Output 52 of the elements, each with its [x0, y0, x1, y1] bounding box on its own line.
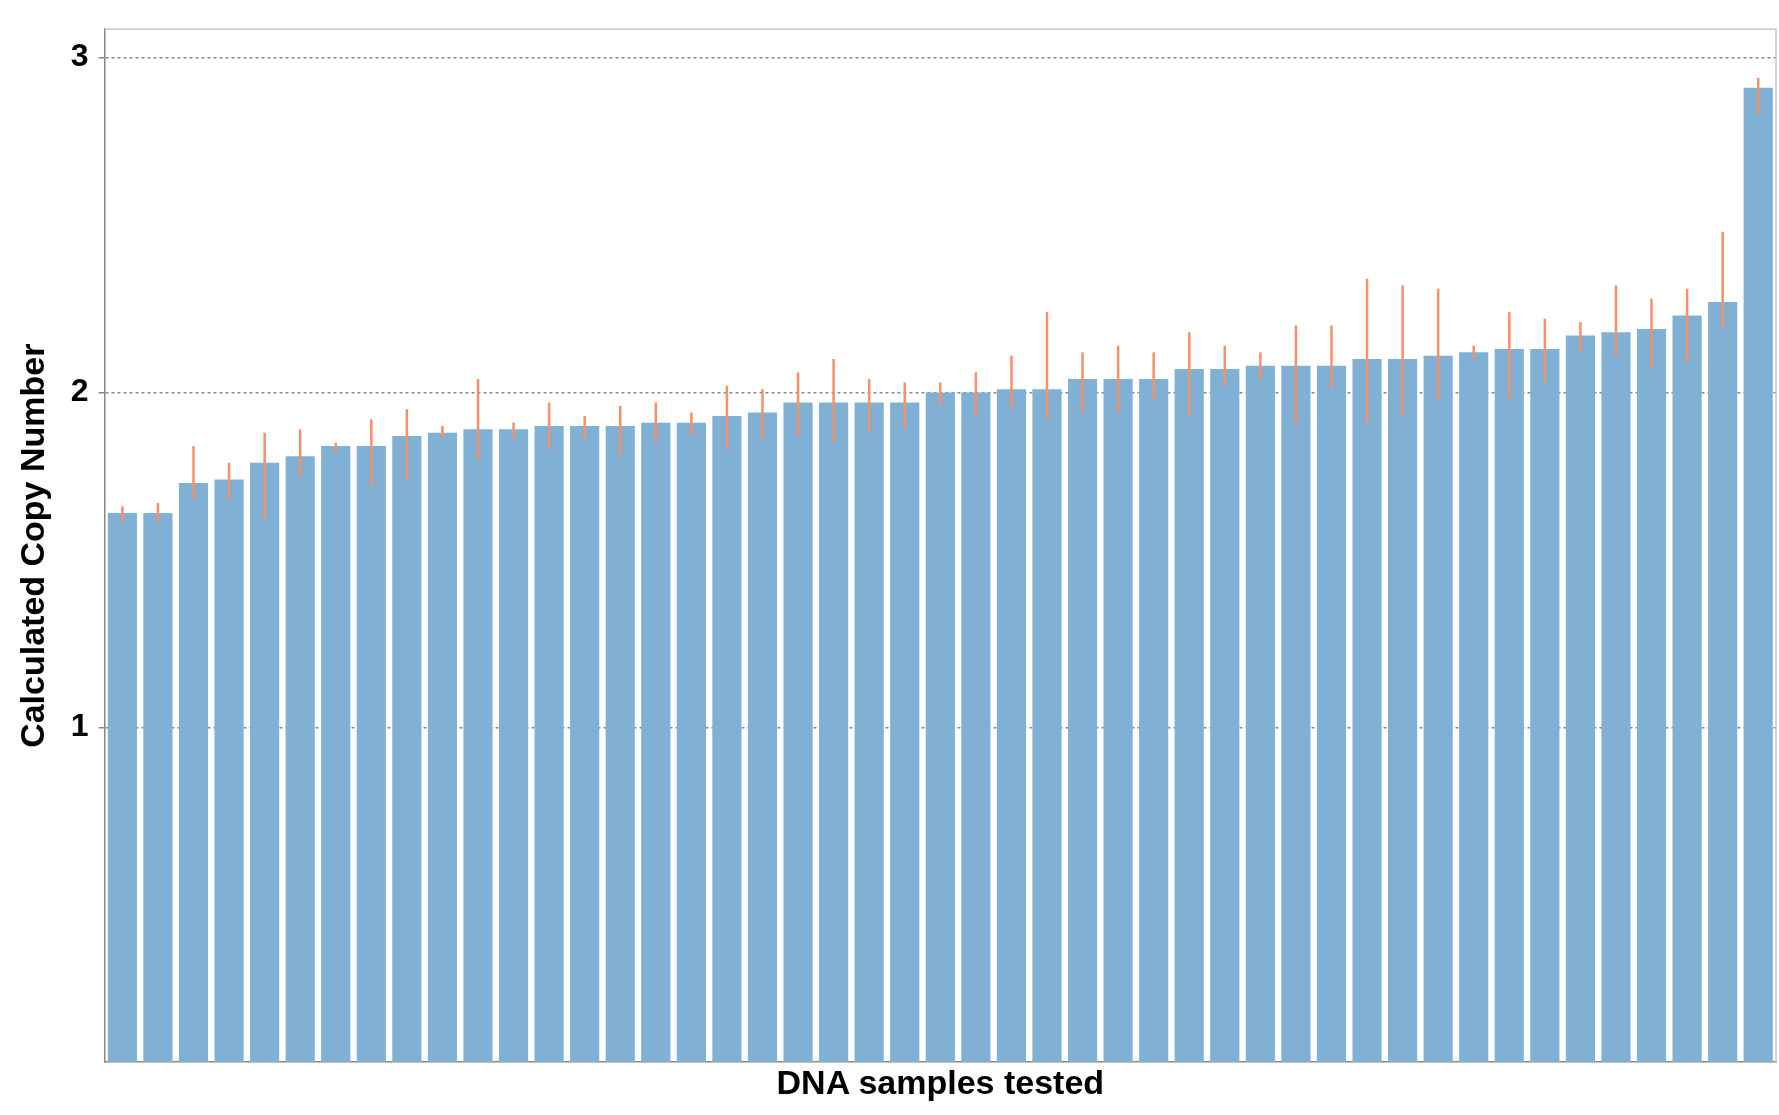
bar: [143, 513, 173, 1063]
bar: [747, 412, 778, 1063]
bar: [321, 446, 351, 1063]
bar: [1388, 359, 1418, 1063]
bar: [250, 462, 280, 1063]
bar: [996, 389, 1026, 1063]
bar: [1494, 348, 1524, 1063]
bar: [463, 429, 493, 1063]
bar: [1139, 379, 1169, 1063]
bar: [107, 513, 137, 1063]
x-axis-title: DNA samples tested: [776, 1062, 1105, 1101]
bar: [1743, 87, 1773, 1063]
bar: [605, 425, 635, 1063]
bar: [890, 402, 920, 1063]
bar: [1352, 359, 1382, 1063]
bar: [498, 429, 529, 1063]
bar: [1316, 365, 1347, 1063]
y-tick-label: 3: [70, 37, 89, 74]
bar: [392, 436, 422, 1063]
y-axis-title: Calculated Copy Number: [12, 343, 51, 748]
y-tick-label: 2: [70, 372, 89, 409]
bar: [1459, 352, 1489, 1063]
bar: [1708, 302, 1738, 1063]
bar: [1530, 348, 1560, 1063]
bar: [1067, 379, 1098, 1063]
bar: [427, 432, 458, 1063]
bar: [854, 402, 884, 1063]
bar: [783, 402, 813, 1063]
bar: [356, 446, 386, 1063]
bar: [1103, 379, 1133, 1063]
bar: [534, 425, 564, 1063]
bar: [570, 425, 600, 1063]
bar: [712, 415, 742, 1063]
bar: [1565, 335, 1595, 1063]
bar: [1210, 369, 1240, 1063]
bar: [1281, 365, 1311, 1063]
bar: [925, 392, 955, 1063]
bar: [285, 456, 315, 1063]
bar: [1245, 365, 1275, 1063]
bar: [1601, 332, 1631, 1063]
bar: [1032, 389, 1062, 1063]
bar: [1423, 355, 1453, 1063]
bar: [641, 422, 671, 1063]
bar: [676, 422, 706, 1063]
bar: [214, 479, 244, 1063]
bar: [961, 392, 991, 1063]
bar: [1672, 315, 1702, 1063]
bar: [819, 402, 849, 1063]
bar: [1174, 369, 1204, 1063]
bar: [1636, 328, 1667, 1063]
bar: [178, 482, 209, 1063]
y-tick-label: 1: [70, 707, 89, 744]
